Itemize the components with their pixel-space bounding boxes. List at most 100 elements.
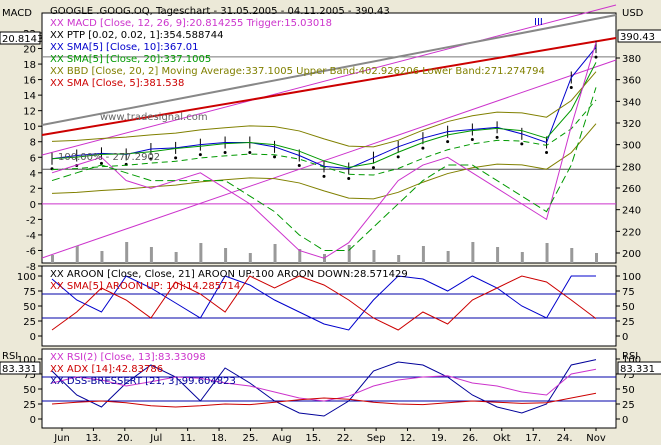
left-tick-label: 0: [30, 200, 36, 211]
rsi-legend-entry: XX RSI(2) [Close, 13]:83.33098: [50, 352, 206, 363]
ptp-dot: [223, 151, 227, 154]
volume-bar: [471, 242, 475, 263]
volume-bar: [149, 247, 153, 263]
ptp-dot: [198, 153, 202, 157]
x-tick-label: 11.: [180, 433, 196, 444]
rsi-legend-entry: XX ADX [14]:42.83786: [50, 364, 163, 375]
ptp-dot: [569, 86, 573, 89]
volume-bar: [199, 243, 203, 263]
right-tick-label: 220: [622, 227, 641, 238]
channel-upper-line: [41, 4, 617, 156]
right-tick-label: 340: [622, 97, 641, 108]
x-tick-label: 17.: [525, 433, 541, 444]
volume-bar: [595, 253, 598, 263]
left-value-box: [0, 31, 41, 45]
volume-bar: [397, 255, 401, 263]
dss-line: [51, 359, 597, 417]
x-tick-label: Sep: [367, 433, 386, 444]
left-tick-label: -2: [26, 215, 36, 226]
channel-lower-line: [41, 59, 617, 259]
aroon-right-tick-label: 75: [622, 287, 635, 298]
right-value-label: 390.43: [620, 32, 655, 43]
aroon-right-tick-label: 25: [622, 317, 635, 328]
rsi-left-tick-label: 50: [23, 385, 36, 396]
x-tick-label: 19.: [431, 433, 447, 444]
left-tick-label: 8: [30, 138, 36, 149]
left-tick-label: 20: [23, 45, 36, 56]
ptp-dot: [545, 151, 549, 154]
macd-trigger-line: [51, 87, 597, 251]
x-tick-label: 24.: [557, 433, 573, 444]
aroon-left-tick-label: 50: [23, 302, 36, 313]
right-tick-label: 260: [622, 184, 641, 195]
sma10-line: [51, 62, 597, 168]
right-tick-label: 240: [622, 206, 641, 217]
rsi-left-tick-label: 75: [23, 370, 36, 381]
x-tick-label: Okt: [493, 433, 511, 444]
left-tick-label: -8: [26, 262, 36, 273]
ptp-dot: [495, 135, 499, 139]
volume-bar: [347, 245, 351, 263]
volume-bar: [75, 246, 79, 263]
aroon-right-tick-label: 50: [622, 302, 635, 313]
ptp-dot: [594, 55, 598, 59]
rsi-right-tick-label: 100: [622, 355, 641, 366]
x-tick-label: 26.: [462, 433, 478, 444]
aroon-right-tick-label: 0: [622, 332, 628, 343]
ptp-dot: [347, 177, 351, 180]
x-tick-label: Nov: [586, 433, 606, 444]
ptp-dot: [248, 151, 252, 154]
left-tick-label: 2: [30, 184, 36, 195]
rsi-axis-title-left: RSI: [2, 351, 18, 362]
ptp-dot: [322, 174, 326, 178]
usd-axis-title: USD: [622, 8, 644, 19]
right-tick-label: 380: [622, 54, 641, 65]
x-tick-label: 20.: [117, 433, 133, 444]
adx-line: [51, 392, 597, 408]
volume-bar: [520, 252, 524, 263]
right-tick-label: 200: [622, 249, 641, 260]
volume-bar: [446, 251, 450, 263]
ptp-dot: [396, 155, 400, 159]
volume-bar: [125, 242, 129, 263]
rsi-left-tick-label: 25: [23, 400, 36, 411]
volume-bar: [496, 247, 500, 263]
aroon-legend-entry: XX AROON [Close, Close, 21] AROON UP:100…: [50, 269, 408, 280]
right-tick-label: 300: [622, 141, 641, 152]
legend-entry: XX SMA[5] [Close, 20]:337.1005: [50, 54, 211, 65]
aroon-panel-frame: [41, 265, 617, 347]
volume-bar: [273, 244, 277, 263]
rsi-right-tick-label: 75: [622, 370, 635, 381]
rsi-right-tick-label: 25: [622, 400, 635, 411]
ptp-dot: [149, 157, 153, 161]
ptp-dot: [273, 155, 277, 159]
volume-bar: [298, 249, 302, 263]
right-tick-label: 280: [622, 162, 641, 173]
ptp-dot: [520, 142, 524, 146]
left-tick-label: 12: [23, 107, 36, 118]
x-tick-label: Jun: [53, 433, 70, 444]
volume-bar: [421, 246, 425, 263]
left-tick-label: 4: [30, 169, 36, 180]
volume-bar: [100, 251, 104, 263]
wave-label: III: [534, 17, 543, 28]
legend-entry: XX MACD [Close, 12, 26, 9]:20.814255 Tri…: [50, 18, 332, 29]
aroon-left-tick-label: 100: [17, 272, 36, 283]
bollinger-lower-line: [51, 123, 597, 200]
left-tick-label: -4: [26, 231, 36, 242]
aroon-left-tick-label: 75: [23, 287, 36, 298]
x-tick-label: 12.: [400, 433, 416, 444]
left-tick-label: 6: [30, 153, 36, 164]
volume-bar: [248, 253, 252, 263]
aroon-down-line: [51, 275, 597, 331]
volume-bar: [570, 248, 574, 263]
rsi-right-tick-label: 0: [622, 415, 628, 426]
bollinger-upper-line: [51, 71, 597, 148]
grey-trend-line: [41, 14, 617, 126]
ptp-dot: [470, 138, 474, 141]
red-trend-line: [41, 37, 617, 136]
rsi-axis-title-right: RSI: [622, 351, 638, 362]
ptp-dot: [174, 156, 178, 160]
x-tick-label: 18.: [211, 433, 227, 444]
